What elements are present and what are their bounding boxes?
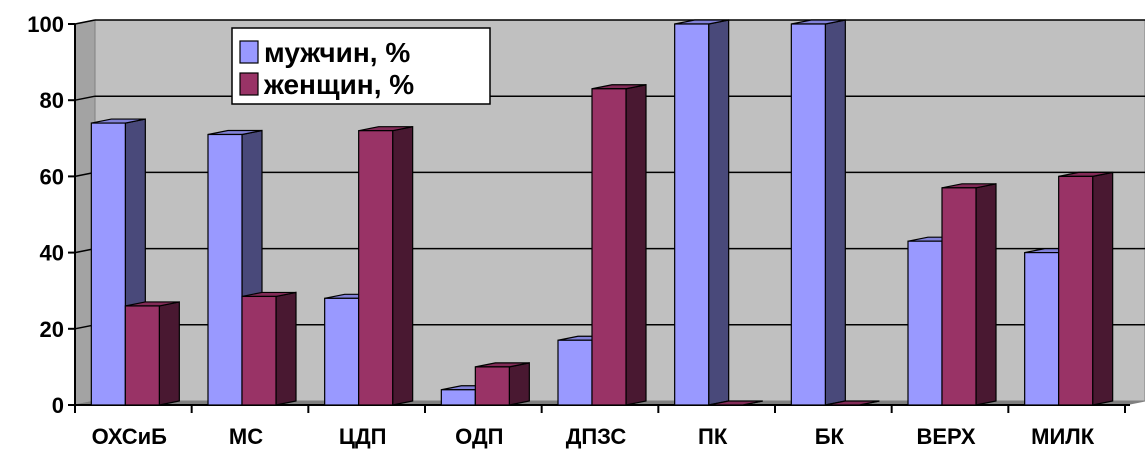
x-category-label: ЦДП: [339, 424, 387, 449]
x-category-label: ВЕРХ: [916, 424, 975, 449]
y-tick-label: 0: [52, 393, 64, 418]
x-category-label: ОДП: [455, 424, 503, 449]
bar: [241, 291, 297, 406]
bar-front: [557, 339, 593, 406]
bar: [474, 362, 530, 406]
bar-front: [907, 240, 943, 406]
bar: [674, 19, 730, 406]
bar-front: [474, 366, 510, 406]
x-category-labels: ОХСиБ МС ЦДП ОДП ДПЗС ПК БК ВЕРХ МИЛК: [92, 424, 1095, 449]
legend-label: женщин, %: [263, 69, 414, 100]
bar: [708, 400, 763, 406]
bar-front: [591, 88, 627, 406]
bar-side: [708, 19, 730, 406]
bar-front: [124, 305, 160, 406]
bar-side: [275, 291, 297, 406]
bar-top: [825, 400, 880, 406]
legend-box: [231, 27, 491, 105]
bar-front: [440, 389, 476, 406]
x-category-label: ПК: [698, 424, 728, 449]
y-tick-label: 20: [40, 317, 64, 342]
y-tick-label: 100: [27, 12, 64, 37]
bar-front: [241, 295, 277, 406]
bar-front: [1058, 175, 1094, 406]
bar-front: [790, 23, 826, 406]
bar-side: [508, 362, 530, 406]
bar: [1058, 171, 1114, 406]
y-tick-labels: 0 20 40 60 80 100: [27, 12, 64, 418]
bar-side: [158, 301, 180, 406]
y-tick-label: 40: [40, 241, 64, 266]
bar-side: [1092, 171, 1114, 406]
bar: [591, 84, 647, 406]
bar-front: [358, 130, 394, 406]
y-tick-label: 60: [40, 164, 64, 189]
bar-front: [90, 122, 126, 406]
y-tick-label: 80: [40, 88, 64, 113]
bar-top: [708, 400, 763, 406]
x-category-label: ДПЗС: [566, 424, 627, 449]
x-category-label: БК: [815, 424, 845, 449]
bars: [90, 19, 1114, 406]
bar: [358, 125, 414, 406]
bar-front: [324, 297, 360, 406]
bar-side: [975, 183, 997, 406]
x-category-label: ОХСиБ: [92, 424, 168, 449]
bar-side: [392, 125, 414, 406]
bar: [124, 301, 180, 406]
bar-front: [674, 23, 710, 406]
gridline-side: [74, 19, 96, 25]
legend: мужчин, %женщин, %: [231, 27, 491, 105]
bar-front: [941, 187, 977, 406]
legend-swatch: [239, 40, 259, 64]
bar-front: [207, 133, 243, 406]
bar-side: [824, 19, 846, 406]
bar-front: [1024, 252, 1060, 406]
x-category-label: МС: [229, 424, 263, 449]
bar: [941, 183, 997, 406]
bar-side: [625, 84, 647, 406]
legend-label: мужчин, %: [264, 37, 410, 68]
gridline-side: [74, 95, 96, 101]
legend-swatch: [239, 72, 259, 96]
x-category-label: МИЛК: [1031, 424, 1095, 449]
bar: [825, 400, 880, 406]
bar: [790, 19, 846, 406]
